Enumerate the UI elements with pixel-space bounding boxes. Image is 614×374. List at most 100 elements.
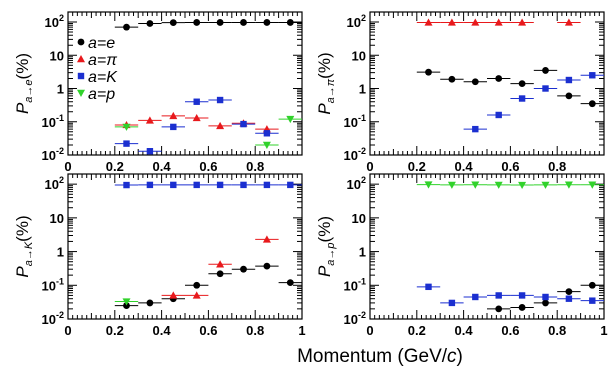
data-point xyxy=(263,262,271,270)
plot-frame xyxy=(67,173,303,320)
data-point xyxy=(193,98,200,105)
data-point xyxy=(123,140,130,147)
data-point xyxy=(565,288,573,295)
y-tick-label: 10 xyxy=(50,211,64,226)
y-tick-label-base: 10 xyxy=(45,15,59,30)
y-axis-label-unit: (%) xyxy=(13,215,32,241)
x-tick-label: 1 xyxy=(600,323,607,338)
data-point xyxy=(123,181,130,189)
data-point xyxy=(518,18,527,26)
data-point xyxy=(471,18,480,26)
y-axis-label-sub: a→K xyxy=(23,241,35,266)
y-tick-label-base: 10 xyxy=(45,177,59,192)
series-circle xyxy=(487,281,604,313)
data-point xyxy=(123,23,130,31)
y-tick-label-exponent: -2 xyxy=(56,146,64,156)
data-point xyxy=(170,123,177,131)
y-tick-label-base: 1 xyxy=(359,82,366,97)
x-tick-label: 0 xyxy=(366,159,373,174)
data-point xyxy=(192,113,201,122)
data-point xyxy=(518,292,526,299)
x-tick-label: 0.4 xyxy=(153,323,172,338)
y-tick-label-base: 10 xyxy=(347,177,361,192)
data-point xyxy=(262,235,271,243)
series-triangle-up xyxy=(161,235,279,299)
data-point xyxy=(169,291,178,299)
series-triangle-down xyxy=(416,181,604,190)
legend-label: a=p xyxy=(88,86,115,103)
data-point xyxy=(471,181,480,189)
data-point xyxy=(448,299,456,307)
y-tick-label-base: 1 xyxy=(57,82,64,97)
data-point xyxy=(240,120,247,128)
data-point xyxy=(192,291,201,299)
y-tick-label: 10-2 xyxy=(42,310,64,327)
series-circle xyxy=(114,262,302,309)
data-point xyxy=(425,68,432,76)
data-point xyxy=(146,148,154,155)
y-tick-label: 1 xyxy=(359,245,366,260)
y-tick-label-exponent: -1 xyxy=(56,276,64,286)
y-tick-label: 10-1 xyxy=(42,113,64,130)
data-point xyxy=(425,283,432,291)
data-point xyxy=(216,181,224,189)
data-point xyxy=(542,85,549,92)
y-tick-label: 102 xyxy=(347,13,366,30)
x-tick-label: 0 xyxy=(366,323,373,338)
y-tick-label: 10-2 xyxy=(344,310,366,327)
y-tick-label-base: 10 xyxy=(344,148,358,163)
data-point xyxy=(169,19,177,26)
y-axis-label: Pa→e(%) xyxy=(13,53,35,114)
data-point xyxy=(495,75,503,82)
data-point xyxy=(424,181,433,189)
data-point xyxy=(564,181,573,189)
y-tick-label-exponent: -2 xyxy=(358,146,366,156)
data-point xyxy=(495,292,502,299)
data-point xyxy=(588,100,596,108)
y-tick-label-base: 1 xyxy=(57,245,64,260)
y-tick-label: 10 xyxy=(352,211,366,226)
data-point xyxy=(542,299,549,307)
series-triangle-up xyxy=(416,18,581,26)
legend-label: a=K xyxy=(88,69,118,86)
legend-marker xyxy=(77,72,85,80)
data-point xyxy=(542,293,549,301)
y-axis-label: Pa→π(%) xyxy=(315,52,337,114)
data-point xyxy=(447,181,456,189)
series-circle xyxy=(114,19,302,31)
data-point xyxy=(240,265,247,273)
data-point xyxy=(518,95,526,102)
y-tick-label-base: 10 xyxy=(42,115,56,130)
data-point xyxy=(146,299,154,307)
y-tick-label: 10-1 xyxy=(344,113,366,130)
data-point xyxy=(240,19,247,26)
data-point xyxy=(472,293,479,301)
series-square xyxy=(114,96,279,155)
data-point xyxy=(495,111,502,119)
y-tick-label: 10-2 xyxy=(344,146,366,163)
x-tick-label: 1 xyxy=(298,323,305,338)
y-tick-label-base: 10 xyxy=(50,211,64,226)
legend-marker xyxy=(77,38,85,46)
legend-marker xyxy=(77,55,85,63)
x-tick-label: 0.6 xyxy=(199,323,217,338)
y-tick-label-base: 10 xyxy=(344,278,358,293)
data-point xyxy=(589,72,596,79)
data-point xyxy=(542,67,549,74)
data-point xyxy=(565,92,573,100)
data-point xyxy=(495,305,503,313)
data-point xyxy=(263,19,271,26)
data-point xyxy=(588,181,597,189)
data-point xyxy=(145,116,154,124)
data-point xyxy=(216,270,224,278)
data-point xyxy=(518,304,526,311)
y-tick-label-base: 10 xyxy=(42,148,56,163)
data-point xyxy=(565,295,573,302)
y-tick-label-base: 10 xyxy=(42,312,56,327)
x-tick-label: 0.2 xyxy=(106,323,124,338)
x-tick-label: 0.8 xyxy=(548,159,566,174)
series-triangle-up xyxy=(114,111,279,133)
y-tick-label: 102 xyxy=(45,175,64,192)
data-point xyxy=(263,130,271,137)
